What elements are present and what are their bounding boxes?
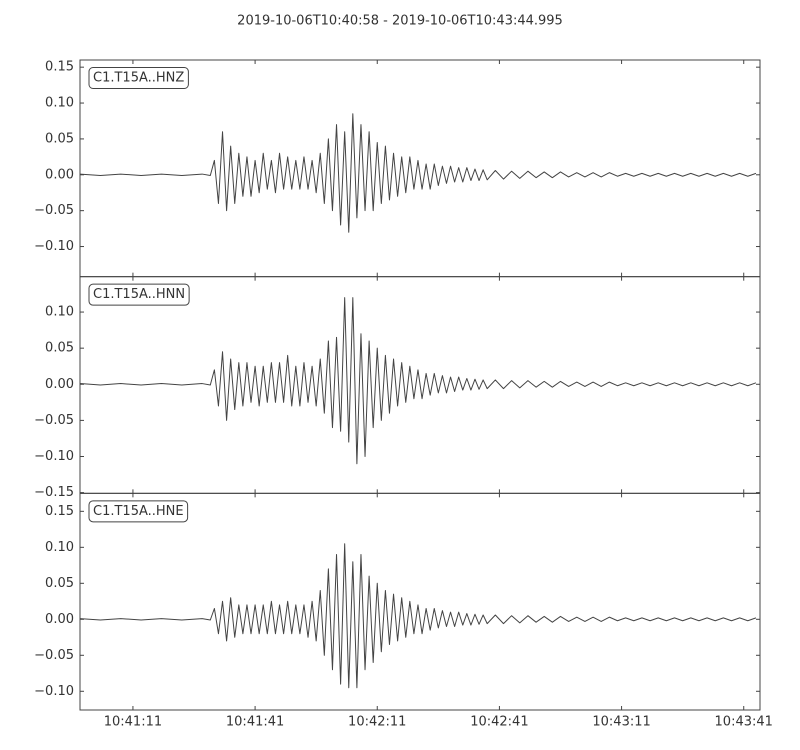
y-tick-label: 0.15 [45, 504, 74, 519]
y-tick-label: 0.05 [45, 341, 74, 356]
x-tick-label: 10:43:11 [592, 715, 650, 730]
y-tick-label: 0.10 [45, 96, 74, 111]
x-tick-label: 10:43:41 [715, 715, 773, 730]
y-tick-label: 0.10 [45, 540, 74, 555]
x-tick-label: 10:42:11 [348, 715, 406, 730]
y-tick-label: −0.10 [34, 449, 74, 464]
trace-label: C1.T15A..HNN [93, 287, 185, 302]
panel-frame [79, 59, 761, 278]
y-tick-label: 0.05 [45, 576, 74, 591]
trace-label-box [88, 67, 189, 89]
y-tick-label: 0.05 [45, 131, 74, 146]
trace-label-box [88, 283, 190, 306]
y-tick-label: −0.10 [34, 684, 74, 699]
y-tick-label: 0.15 [45, 60, 74, 75]
y-tick-label: −0.05 [34, 648, 74, 663]
y-tick-label: −0.10 [34, 239, 74, 254]
y-tick-label: 0.00 [45, 377, 74, 392]
y-tick-label: −0.15 [34, 485, 74, 500]
trace-label: C1.T15A..HNZ [93, 71, 184, 86]
x-tick-label: 10:41:11 [104, 715, 162, 730]
trace-label-box [88, 500, 189, 523]
x-tick-label: 10:41:41 [226, 715, 284, 730]
panel-frame [79, 492, 761, 711]
y-tick-label: −0.05 [34, 203, 74, 218]
waveform [80, 113, 757, 233]
y-tick-label: −0.05 [34, 413, 74, 428]
y-tick-label: 0.00 [45, 167, 74, 182]
y-tick-label: 0.00 [45, 612, 74, 627]
trace-label: C1.T15A..HNE [93, 504, 184, 519]
waveform [80, 543, 757, 689]
x-tick-label: 10:42:41 [470, 715, 528, 730]
chart-title: 2019-10-06T10:40:58 - 2019-10-06T10:43:4… [237, 14, 563, 29]
y-tick-label: 0.10 [45, 305, 74, 320]
waveform [80, 297, 757, 465]
